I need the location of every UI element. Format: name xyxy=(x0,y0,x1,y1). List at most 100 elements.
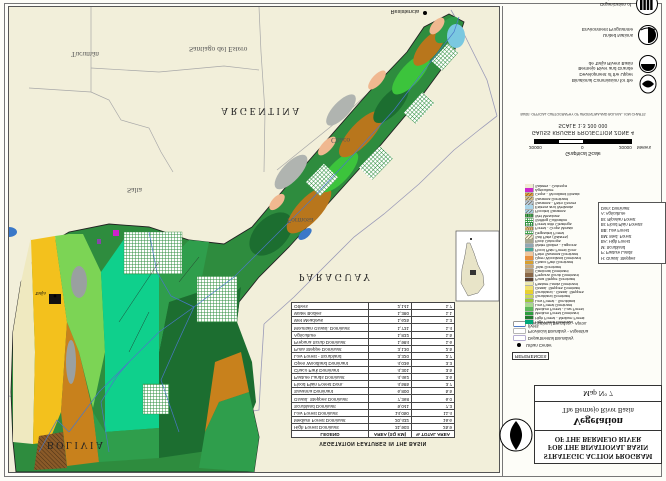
table-row: Savanna Dominant 6,800 5.5 xyxy=(291,387,455,395)
map-type-title: Vegetation xyxy=(573,415,623,428)
scale-bar xyxy=(534,139,632,144)
legend-swatch xyxy=(525,273,533,277)
scale-tick-zero: 0 xyxy=(581,145,584,150)
table-row: Prepuna Scrub Dominant 1,984 1.6 xyxy=(291,338,455,346)
sidebar: STRATEGIC ACTION PROGRAM FOR THE BINATIO… xyxy=(499,0,666,476)
table-cell-pct: 1.5 xyxy=(411,331,455,339)
legend-label: Grassl. Steppes Dominant xyxy=(535,285,581,290)
table-cell-legend: Flood Plain Forest Dom. xyxy=(291,380,369,388)
legend-label: Chaco Park Dominant xyxy=(535,260,574,265)
table-cell-legend: Grassl. Steppes Dominant xyxy=(291,394,369,403)
code-key-line: BI: Flood Plain Forests xyxy=(601,222,643,228)
table-cell-area: 1,731 xyxy=(368,324,412,332)
table-row: Medium Forest Dominant 20,432 16.6 xyxy=(291,416,455,424)
table-cell-pct: 1.4 xyxy=(411,324,455,332)
rivers-item: rivers xyxy=(514,324,539,330)
vegetation-table: VEGETATION FEATURES IN THE BASIN LEGEND … xyxy=(291,302,455,446)
legend-swatch xyxy=(525,252,533,256)
legend-swatch xyxy=(525,290,533,294)
legend-label: Medium Forest - Low Forest xyxy=(535,307,584,312)
table-cell-legend: Open Woodland Dominant xyxy=(291,359,369,367)
code-key-line: P: Pasture Lands xyxy=(601,250,633,256)
code-key-line: M: Scrubland xyxy=(601,244,626,250)
organization-logos: Binational Commission for the Developmen… xyxy=(509,0,659,94)
legend-item: Scrubland Dominant xyxy=(525,294,635,298)
legend-swatch xyxy=(525,247,533,252)
basin-map-svg: BOLIVIA PARAGUAY ARGENTINA Salta Tucumán… xyxy=(8,6,500,473)
legend-item: High Forest - Medium Forest xyxy=(525,316,635,320)
table-cell-legend: Others xyxy=(291,302,369,310)
legend-swatch xyxy=(525,315,533,320)
table-cell-pct: 3.7 xyxy=(411,380,455,388)
boundary-label: Departmental Boundary xyxy=(528,335,574,341)
table-cell-legend: Chaco Park Dominant xyxy=(291,366,369,374)
country-label-bolivia: BOLIVIA xyxy=(47,439,106,450)
logo-row-oas: Organization of American States xyxy=(509,0,659,16)
table-row: Puna Steppe Dominant 3,130 2.5 xyxy=(291,345,455,353)
province-label-santiago: Santiago del Estero xyxy=(189,45,248,54)
legend-label: Puna Steppe Dominant xyxy=(535,277,576,282)
table-row: Mountain Grassl. Dominant 1,731 1.4 xyxy=(291,324,455,332)
province-label-chaco: Chaco xyxy=(331,136,350,145)
legend-swatch xyxy=(525,218,533,222)
base-note: BASE: OFFICIAL CARTOGRAPHY OF ARGENTINA … xyxy=(520,112,646,116)
cobinabe-text: Binational Commission for the Developmen… xyxy=(571,60,633,83)
table-cell-area: 20,432 xyxy=(368,416,412,424)
table-cell-area: 4,462 xyxy=(368,373,412,381)
program-title-line2: FOR THE BINATIONAL BASIN xyxy=(547,443,649,452)
table-header-area: AREA (SQ KM) xyxy=(368,430,412,438)
code-key-line: BM: Med. Forest xyxy=(601,233,632,239)
table-cell-pct: 1.1 xyxy=(411,309,455,317)
legend-item: Grassl. Steppes Dominant xyxy=(525,286,635,290)
urban-center-label: Urban Center xyxy=(526,342,552,348)
legend-item: Cardonal Dominant xyxy=(525,269,635,273)
legend-label: Forest with Clearings xyxy=(535,222,572,227)
legend-item: Low Forest - Scrubland xyxy=(525,299,635,303)
table-cell-pct: 2.7 xyxy=(411,352,455,360)
table-cell-pct: 6.0 xyxy=(411,394,455,403)
table-cell-area: 14,050 xyxy=(368,409,412,417)
table-row: Low Forest Dominant 14,050 11.4 xyxy=(291,409,455,417)
program-title: STRATEGIC ACTION PROGRAM FOR THE BINATIO… xyxy=(535,430,661,463)
table-cell-legend: High Forest Dominant xyxy=(291,423,369,431)
table-cell-legend: Pasture Lands Dominant xyxy=(291,373,369,381)
table-cell-legend: Agriculture xyxy=(291,331,369,339)
legend-swatch xyxy=(525,277,533,282)
table-cell-pct: 1.7 xyxy=(411,302,455,310)
map-labels: BOLIVIA PARAGUAY ARGENTINA Salta Tucumán… xyxy=(35,8,420,450)
map-subtitle: The Bermejo River Basin xyxy=(562,406,634,415)
table-header-row: LEGEND AREA (SQ KM) % TOTAL AREA xyxy=(291,430,455,438)
legend-label: Salares - Outcrops xyxy=(535,183,568,188)
table-cell-area: 1,984 xyxy=(368,338,412,346)
urban-center-icon xyxy=(517,343,521,347)
legend-label: Medium Forest Dominant xyxy=(535,311,579,316)
code-key-box: H: Grassl. Steppes P: Pasture Lands M: S… xyxy=(598,202,666,264)
legend-label: Low Forest - Scrubland xyxy=(535,298,576,303)
program-logo xyxy=(497,411,535,454)
legend-swatch xyxy=(525,243,533,248)
legend-item: Tolar Dominant xyxy=(525,265,635,269)
legend-label: Pasture Lands Dominant xyxy=(535,281,578,286)
table-cell-area: 9,041 xyxy=(368,402,412,410)
province-label-salta: Salta xyxy=(127,186,143,195)
legend-item: Prepuna Scrub Dominant xyxy=(525,273,635,277)
table-cell-pct: 11.4 xyxy=(411,409,455,417)
unep-text: United Nations Environment Programme xyxy=(581,27,633,39)
table-cell-area: 1,832 xyxy=(368,331,412,339)
scale-tick-right: 20000 xyxy=(619,145,632,150)
code-key-line: BB: Low Forest xyxy=(601,228,629,234)
table-cell-legend: Savanna Dominant xyxy=(291,387,369,395)
legend-label: Palm Savanna Dominant xyxy=(535,251,579,256)
legend-label: Shifting Cultivation xyxy=(535,217,568,222)
legend-label: Esteros and Wetlands xyxy=(535,205,573,210)
table-row: Wet Meadows 1,625 1.3 xyxy=(291,316,455,324)
legend-swatch xyxy=(525,311,533,316)
references-title: REFERENCES xyxy=(512,352,550,360)
river-line-icon xyxy=(514,326,525,327)
table-row: Flood Plain Forest Dom. 4,585 3.7 xyxy=(291,380,455,388)
legend-swatch xyxy=(525,286,533,290)
legend-swatch xyxy=(525,230,533,235)
legend-item: Medium Forest - Low Forest xyxy=(525,307,635,311)
legend-label: Scrubland - Grassl. Steppes xyxy=(535,290,584,295)
city-dot-resistencia xyxy=(423,11,427,15)
